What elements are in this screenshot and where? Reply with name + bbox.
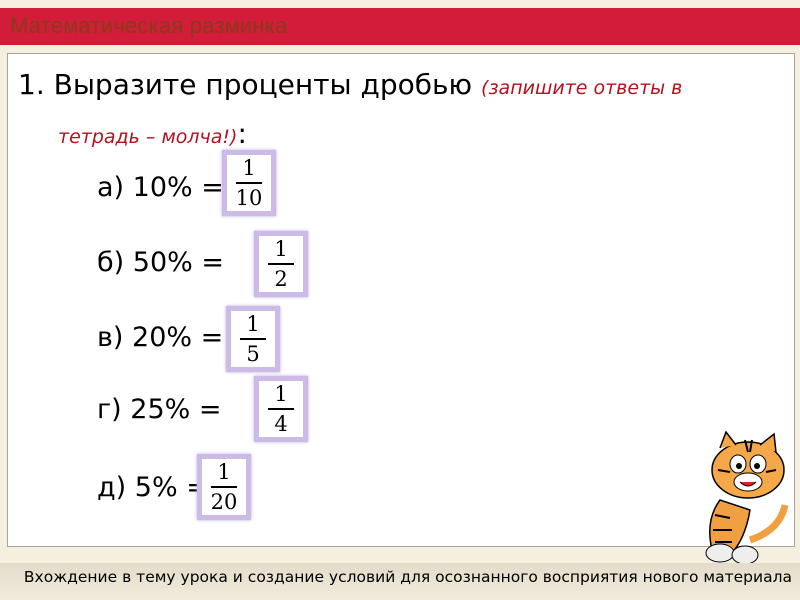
item-c: в) 20% = [97,322,224,353]
answer-box-e: 1 20 [197,454,251,520]
denominator: 5 [246,342,260,366]
footer-bar: Вхождение в тему урока и создание услови… [0,563,800,600]
denominator: 20 [210,490,238,514]
footer-text: Вхождение в тему урока и создание услови… [23,568,792,586]
denominator: 2 [274,267,288,291]
item-a: а) 10% = [97,172,224,203]
numerator: 1 [274,382,288,406]
item-b: б) 50% = [97,247,224,278]
slide-title: Математическая разминка [10,13,288,38]
question-text: 1. Выразите проценты дробью [18,68,473,101]
title-bar: Математическая разминка [0,8,800,45]
numerator: 1 [274,237,288,261]
denominator: 4 [274,412,288,436]
question: 1. Выразите проценты дробью (запишите от… [18,62,778,160]
tiger-cub-illustration [705,430,789,565]
content-panel [7,53,795,547]
answer-box-a: 1 10 [222,150,276,216]
question-note-2: тетрадь – молча!) [58,126,238,148]
colon: : [237,117,247,150]
item-e: д) 5% = [97,472,209,503]
numerator: 1 [242,156,256,180]
item-d: г) 25% = [97,394,222,425]
numerator: 1 [246,312,260,336]
question-note-1: (запишите ответы в [481,77,683,99]
numerator: 1 [217,460,231,484]
denominator: 10 [235,186,263,210]
